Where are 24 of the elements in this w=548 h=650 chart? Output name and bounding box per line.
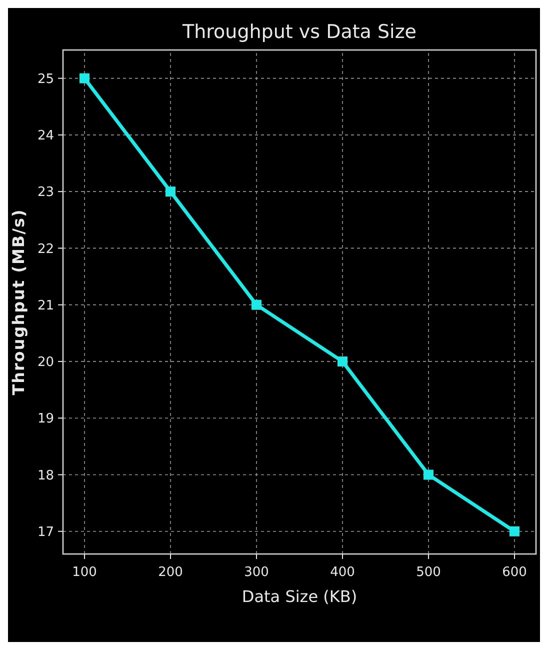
x-tick-label: 100 xyxy=(72,565,97,580)
x-axis-title: Data Size (KB) xyxy=(242,587,358,606)
point xyxy=(80,73,90,84)
point xyxy=(510,526,520,536)
y-tick-label: 21 xyxy=(37,298,54,314)
x-tick-label: 200 xyxy=(158,565,183,580)
y-tick-label: 18 xyxy=(37,468,54,484)
y-tick-label: 20 xyxy=(37,355,54,370)
chart-title: Throughput vs Data Size xyxy=(182,21,416,43)
point xyxy=(252,300,262,310)
x-tick-label: 500 xyxy=(416,565,441,580)
point xyxy=(338,356,348,366)
y-tick-label: 22 xyxy=(37,242,54,257)
y-tick-label: 24 xyxy=(37,128,54,144)
y-tick-label: 23 xyxy=(37,185,54,200)
y-tick-label: 19 xyxy=(37,412,54,427)
point xyxy=(424,470,434,480)
y-axis-title: Throughput (MB/s) xyxy=(9,208,28,396)
y-tick-label: 17 xyxy=(37,524,54,540)
x-tick-label: 400 xyxy=(330,565,355,580)
point xyxy=(166,186,176,197)
y-tick-label: 25 xyxy=(37,72,54,87)
x-tick-label: 300 xyxy=(244,565,269,580)
x-tick-label: 600 xyxy=(502,565,527,580)
